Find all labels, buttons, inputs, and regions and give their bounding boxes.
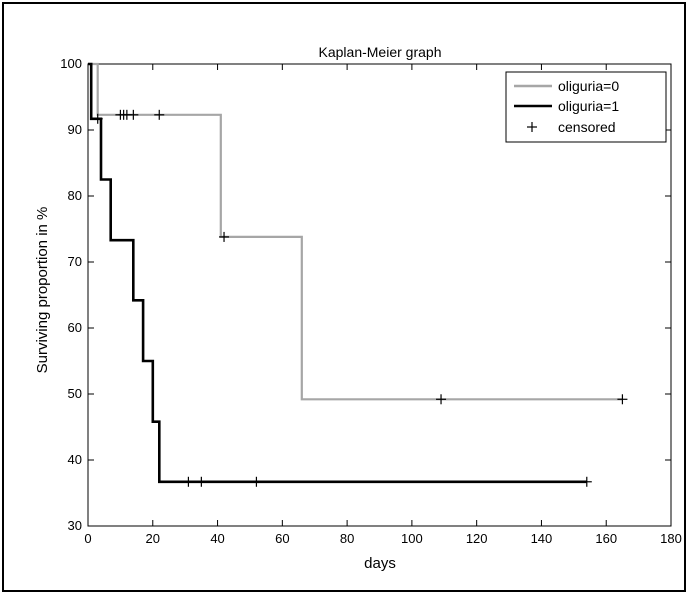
censored-marker bbox=[154, 109, 165, 120]
survival-curve-oliguria-0 bbox=[88, 62, 623, 401]
x-tick-label: 80 bbox=[340, 531, 354, 546]
y-tick-label: 90 bbox=[68, 122, 82, 137]
censored-marker bbox=[183, 476, 194, 487]
censored-marker bbox=[436, 394, 447, 405]
x-tick-label: 120 bbox=[466, 531, 488, 546]
x-tick-label: 180 bbox=[660, 531, 682, 546]
censored-marker bbox=[251, 476, 262, 487]
legend-censored-marker bbox=[527, 122, 537, 132]
x-tick-label: 0 bbox=[84, 531, 91, 546]
y-tick-label: 60 bbox=[68, 320, 82, 335]
censored-marker bbox=[219, 231, 230, 242]
y-axis-label: Surviving proportion in % bbox=[34, 207, 51, 374]
chart-title: Kaplan-Meier graph bbox=[319, 44, 442, 60]
y-tick-label: 70 bbox=[68, 254, 82, 269]
censored-marker bbox=[196, 476, 207, 487]
plot-border bbox=[87, 63, 672, 527]
x-tick-label: 40 bbox=[210, 531, 224, 546]
y-tick-label: 40 bbox=[68, 452, 82, 467]
legend-label-censored: censored bbox=[558, 119, 616, 135]
x-axis-label: days bbox=[364, 555, 396, 572]
x-tick-label: 60 bbox=[275, 531, 289, 546]
y-tick-label: 80 bbox=[68, 188, 82, 203]
y-tick-label: 50 bbox=[68, 386, 82, 401]
y-tick-label: 30 bbox=[68, 518, 82, 533]
x-tick-label: 160 bbox=[595, 531, 617, 546]
y-tick-label: 100 bbox=[60, 56, 82, 71]
censored-marker bbox=[617, 394, 628, 405]
x-tick-label: 20 bbox=[146, 531, 160, 546]
legend-label-oliguria-1: oliguria=1 bbox=[558, 98, 619, 114]
censored-marker bbox=[128, 109, 139, 120]
legend: oliguria=0 oliguria=1 censored bbox=[505, 71, 667, 143]
x-tick-label: 140 bbox=[531, 531, 553, 546]
censored-marker bbox=[92, 113, 103, 124]
x-tick-label: 100 bbox=[401, 531, 423, 546]
censored-marker bbox=[581, 476, 592, 487]
plot-area: 0 20 40 60 80 100 120 140 160 180 30 40 50 60 70 80 90 10… bbox=[60, 56, 682, 546]
legend-label-oliguria-0: oliguria=0 bbox=[558, 78, 619, 94]
